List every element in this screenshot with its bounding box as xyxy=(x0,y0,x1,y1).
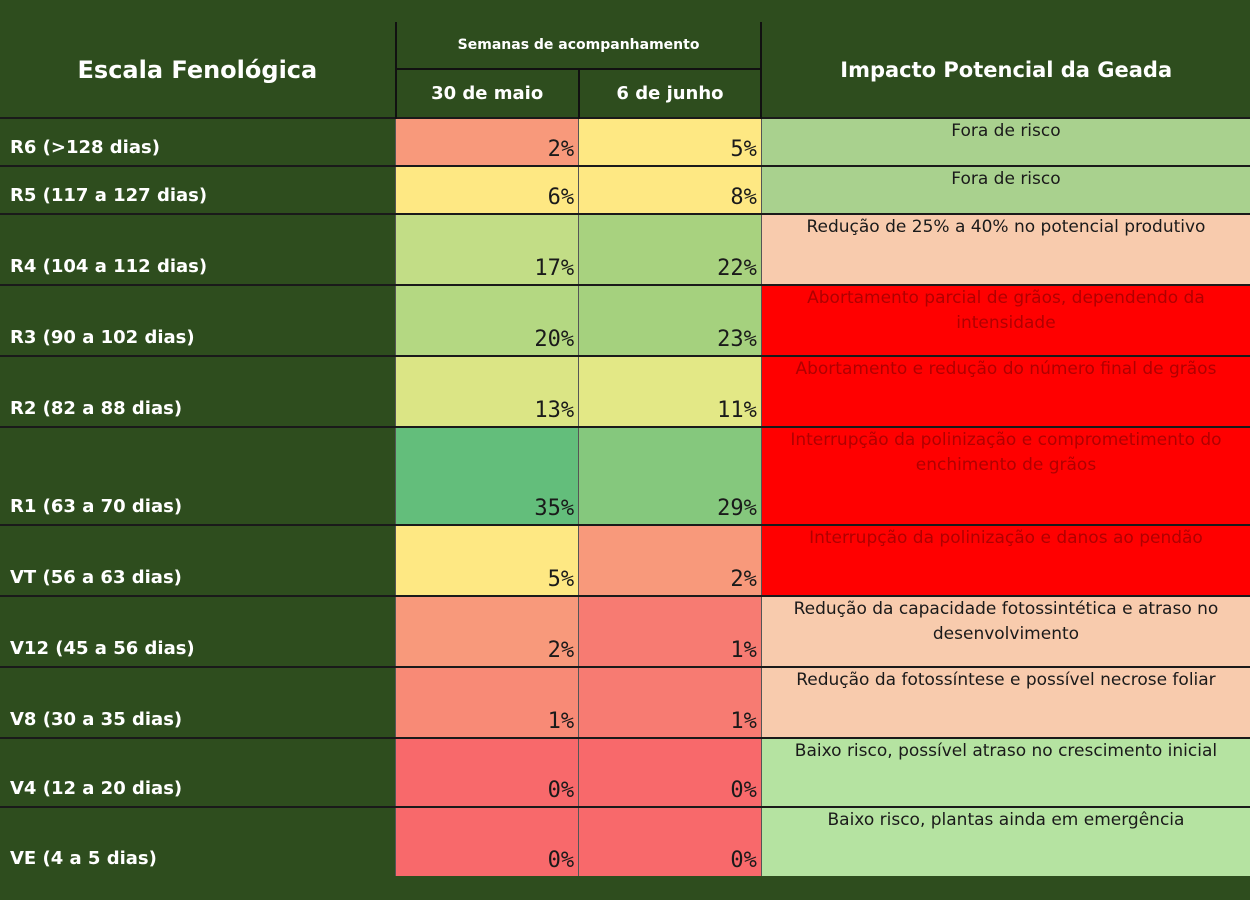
phenology-frost-table: Escala Fenológica Semanas de acompanhame… xyxy=(0,22,1250,876)
stage-label: R2 (82 a 88 dias) xyxy=(0,355,396,427)
pct-30-may-cell: 20% xyxy=(395,284,579,356)
pct-6-june-cell: 5% xyxy=(578,117,762,166)
pct-6-june-cell: 11% xyxy=(578,355,762,427)
pct-30-may-cell: 2% xyxy=(395,595,579,667)
pct-30-may-cell: 35% xyxy=(395,426,579,525)
table-row: VT (56 a 63 dias) 5% 2% Interrupção da poli… xyxy=(0,524,1250,596)
stage-label: R4 (104 a 112 dias) xyxy=(0,213,396,285)
table-body: R6 (>128 dias) 2% 5% Fora de risco R5 (117 a… xyxy=(0,117,1250,876)
pct-30-may-cell: 0% xyxy=(395,737,579,807)
stage-label: VT (56 a 63 dias) xyxy=(0,524,396,596)
table-row: V8 (30 a 35 dias) 1% 1% Redução da fotossín… xyxy=(0,666,1250,738)
stage-label: R3 (90 a 102 dias) xyxy=(0,284,396,356)
table-row: R2 (82 a 88 dias) 13% 11% Abortamento e red… xyxy=(0,355,1250,427)
stage-label: V12 (45 a 56 dias) xyxy=(0,595,396,667)
stage-label: R5 (117 a 127 dias) xyxy=(0,165,396,214)
pct-6-june-cell: 0% xyxy=(578,806,762,876)
header-frost-impact: Impacto Potencial da Geada xyxy=(840,57,1173,82)
pct-6-june-cell: 29% xyxy=(578,426,762,525)
pct-30-may-cell: 13% xyxy=(395,355,579,427)
impact-description-cell: Baixo risco, possível atraso no crescime… xyxy=(760,737,1250,807)
pct-6-june-cell: 8% xyxy=(578,165,762,214)
impact-description-cell: Baixo risco, plantas ainda em emergência xyxy=(760,806,1250,876)
impact-description-cell: Interrupção da polinização e danos ao pe… xyxy=(760,524,1250,596)
impact-description-cell: Redução da capacidade fotossintética e a… xyxy=(760,595,1250,667)
table-row: R6 (>128 dias) 2% 5% Fora de risco xyxy=(0,117,1250,166)
table-row: R4 (104 a 112 dias) 17% 22% Redução de 25% … xyxy=(0,213,1250,285)
header-phenological-scale: Escala Fenológica xyxy=(77,55,318,84)
table-row: V12 (45 a 56 dias) 2% 1% Redução da capacid… xyxy=(0,595,1250,667)
impact-description-cell: Abortamento parcial de grãos, dependendo… xyxy=(760,284,1250,356)
table-row: R5 (117 a 127 dias) 6% 8% Fora de risco xyxy=(0,165,1250,214)
pct-6-june-cell: 1% xyxy=(578,666,762,738)
stage-label: R1 (63 a 70 dias) xyxy=(0,426,396,525)
table-row: V4 (12 a 20 dias) 0% 0% Baixo risco, possív… xyxy=(0,737,1250,807)
impact-description-cell: Fora de risco xyxy=(760,117,1250,166)
stage-label: R6 (>128 dias) xyxy=(0,117,396,166)
pct-30-may-cell: 6% xyxy=(395,165,579,214)
pct-6-june-cell: 1% xyxy=(578,595,762,667)
table-row: VE (4 a 5 dias) 0% 0% Baixo risco, plantas … xyxy=(0,806,1250,876)
table-row: R1 (63 a 70 dias) 35% 29% Interrupção da po… xyxy=(0,426,1250,525)
stage-label: VE (4 a 5 dias) xyxy=(0,806,396,876)
impact-description-cell: Fora de risco xyxy=(760,165,1250,214)
pct-30-may-cell: 0% xyxy=(395,806,579,876)
pct-30-may-cell: 5% xyxy=(395,524,579,596)
impact-description-cell: Redução de 25% a 40% no potencial produt… xyxy=(760,213,1250,285)
impact-description-cell: Redução da fotossíntese e possível necro… xyxy=(760,666,1250,738)
pct-6-june-cell: 2% xyxy=(578,524,762,596)
pct-30-may-cell: 2% xyxy=(395,117,579,166)
pct-6-june-cell: 23% xyxy=(578,284,762,356)
pct-30-may-cell: 1% xyxy=(395,666,579,738)
impact-description-cell: Abortamento e redução do número final de… xyxy=(760,355,1250,427)
pct-6-june-cell: 22% xyxy=(578,213,762,285)
stage-label: V4 (12 a 20 dias) xyxy=(0,737,396,807)
header-monitoring-weeks: Semanas de acompanhamento xyxy=(394,22,763,70)
impact-description-cell: Interrupção da polinização e comprometim… xyxy=(760,426,1250,525)
pct-6-june-cell: 0% xyxy=(578,737,762,807)
stage-label: V8 (30 a 35 dias) xyxy=(0,666,396,738)
table-row: R3 (90 a 102 dias) 20% 23% Abortamento parc… xyxy=(0,284,1250,356)
header-date-30-may: 30 de maio xyxy=(394,69,580,118)
header-date-6-june: 6 de junho xyxy=(577,69,763,118)
pct-30-may-cell: 17% xyxy=(395,213,579,285)
